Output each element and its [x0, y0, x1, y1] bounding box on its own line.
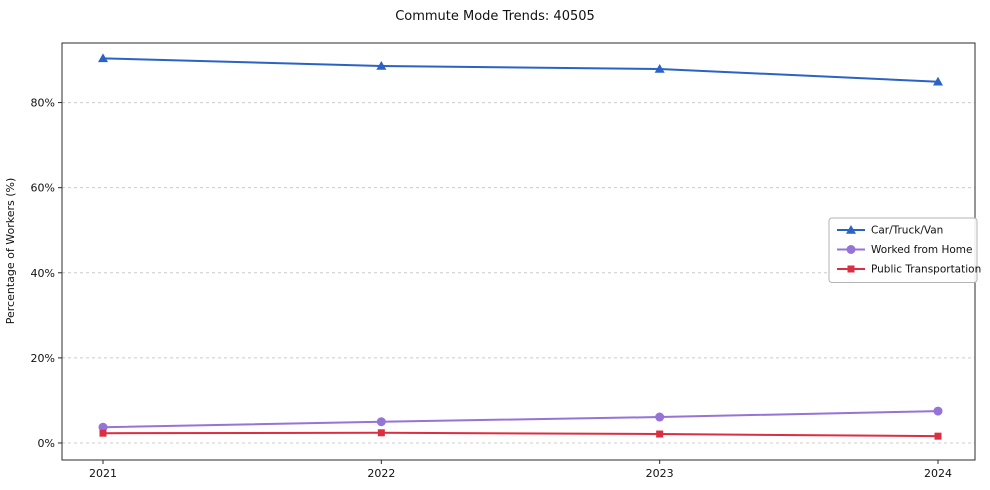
legend: Car/Truck/Van Worked from Home Public Tran… — [828, 217, 981, 283]
series-line — [102, 431, 939, 438]
data-point — [376, 60, 387, 70]
data-point — [655, 412, 665, 422]
legend-label: Car/Truck/Van — [871, 225, 943, 237]
legend-marker — [846, 225, 856, 234]
y-tick-label: 80% — [31, 97, 55, 110]
legend-marker — [847, 265, 855, 273]
legend-label: Worked from Home — [871, 244, 972, 256]
y-tick-label: 40% — [31, 267, 55, 280]
data-point — [933, 76, 943, 86]
y-tick-label: 20% — [31, 352, 55, 365]
legend-box — [828, 217, 978, 283]
series-public-transportation — [99, 429, 942, 440]
series-car-truck-van — [98, 53, 943, 86]
plot-layer: 0% 20% 40% 60% 80% 2021 2022 2023 2024 Car/Truck/… — [31, 42, 981, 480]
data-point — [98, 53, 108, 63]
legend-marker — [846, 245, 856, 254]
legend-item: Worked from Home — [837, 244, 972, 256]
x-tick-label: 2024 — [924, 467, 952, 480]
x-tick-label: 2021 — [89, 467, 117, 480]
data-point — [654, 63, 665, 73]
data-point — [98, 422, 108, 432]
data-point — [99, 429, 107, 437]
grid-lines — [62, 102, 975, 444]
y-axis-label: Percentage of Workers (%) — [4, 178, 17, 325]
series-line — [102, 57, 939, 83]
data-point — [934, 432, 942, 440]
data-point — [656, 430, 664, 438]
legend-item: Public Transportation — [837, 264, 981, 276]
series-worked-from-home — [98, 406, 943, 432]
y-tick-label: 60% — [31, 182, 55, 195]
data-point — [377, 429, 385, 437]
data-point — [376, 417, 386, 427]
series-line — [102, 410, 939, 429]
legend-label: Public Transportation — [871, 264, 981, 276]
y-tick-label: 0% — [38, 437, 55, 450]
chart-title: Commute Mode Trends: 40505 — [395, 9, 595, 24]
x-tick-label: 2023 — [646, 467, 674, 480]
legend-item: Car/Truck/Van — [837, 225, 943, 237]
data-point — [933, 406, 943, 416]
x-tick-label: 2022 — [367, 467, 395, 480]
